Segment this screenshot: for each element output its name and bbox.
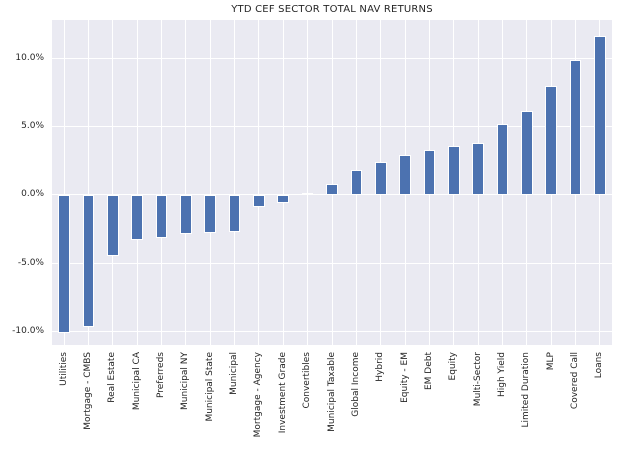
- x-tick-label: Global Income: [350, 352, 361, 417]
- x-tick-label: Municipal Taxable: [326, 352, 337, 432]
- gridline-vertical: [161, 20, 163, 345]
- x-tick-label: EM Debt: [423, 352, 434, 391]
- y-tick-label: 5.0%: [21, 121, 44, 131]
- bar-equity-em: [399, 155, 411, 195]
- bar-limited-duration: [520, 111, 533, 195]
- gridline-vertical: [112, 20, 114, 345]
- gridline-vertical: [331, 20, 333, 345]
- bar-municipal: [228, 194, 241, 232]
- bar-preferreds: [155, 194, 168, 239]
- gridline-vertical: [258, 20, 260, 345]
- x-tick-label: Real Estate: [107, 352, 118, 403]
- bar-municipal-taxable: [326, 183, 338, 195]
- bar-multi-sector: [472, 142, 484, 195]
- bar-mlp: [545, 85, 557, 195]
- x-tick-label: Municipal CA: [131, 352, 142, 411]
- gridline-vertical: [185, 20, 187, 345]
- bar-high-yield: [496, 123, 509, 195]
- bar-municipal-ca: [131, 194, 144, 240]
- bar-real-estate: [107, 194, 119, 257]
- y-tick-label: -5.0%: [17, 257, 44, 268]
- gridline-vertical: [307, 20, 309, 345]
- x-tick-label: Equity - EM: [399, 352, 410, 403]
- x-tick-label: Municipal State: [204, 352, 215, 422]
- x-tick-label: Limited Duration: [521, 352, 532, 428]
- x-tick-label: Multi-Sector: [472, 352, 483, 407]
- y-tick-label: 10.0%: [15, 52, 44, 63]
- x-tick-label: Covered Call: [569, 352, 580, 410]
- bar-convertibles: [301, 193, 314, 196]
- bar-hybrid: [374, 162, 387, 195]
- x-tick-label: Convertibles: [302, 352, 313, 409]
- bar-em-debt: [423, 149, 436, 195]
- x-tick-label: Hybrid: [375, 352, 386, 382]
- bar-mortgage-agency: [253, 194, 265, 208]
- x-tick-label: Mortgage - Agency: [253, 352, 264, 438]
- bar-mortgage-cmbs: [82, 194, 95, 328]
- x-tick-label: Municipal NY: [180, 352, 191, 410]
- x-tick-label: High Yield: [496, 352, 507, 397]
- x-tick-label: Investment Grade: [277, 352, 288, 434]
- x-tick-label: Loans: [594, 352, 605, 379]
- gridline-vertical: [234, 20, 236, 345]
- x-tick-label: MLP: [545, 352, 556, 371]
- gridline-vertical: [209, 20, 211, 345]
- plot-area: [52, 20, 612, 345]
- chart-title: YTD CEF SECTOR TOTAL NAV RETURNS: [231, 4, 433, 15]
- bar-municipal-ny: [180, 194, 192, 235]
- gridline-vertical: [282, 20, 284, 345]
- bar-investment-grade: [277, 194, 290, 203]
- bar-utilities: [58, 194, 70, 333]
- y-tick-label: 0.0%: [21, 189, 44, 200]
- bar-municipal-state: [204, 194, 217, 234]
- x-tick-label: Mortgage - CMBS: [83, 352, 94, 430]
- x-tick-label: Preferreds: [156, 352, 167, 398]
- x-tick-label: Equity: [448, 352, 459, 381]
- x-tick-label: Municipal: [229, 352, 240, 395]
- gridline-vertical: [88, 20, 90, 345]
- bar-loans: [593, 36, 606, 195]
- bar-equity: [447, 145, 460, 195]
- x-tick-label: Utilities: [58, 352, 69, 386]
- bar-global-income: [350, 170, 363, 195]
- gridline-vertical: [136, 20, 138, 345]
- y-tick-label: -10.0%: [12, 325, 44, 336]
- gridline-vertical: [63, 20, 65, 345]
- bar-covered-call: [569, 59, 582, 195]
